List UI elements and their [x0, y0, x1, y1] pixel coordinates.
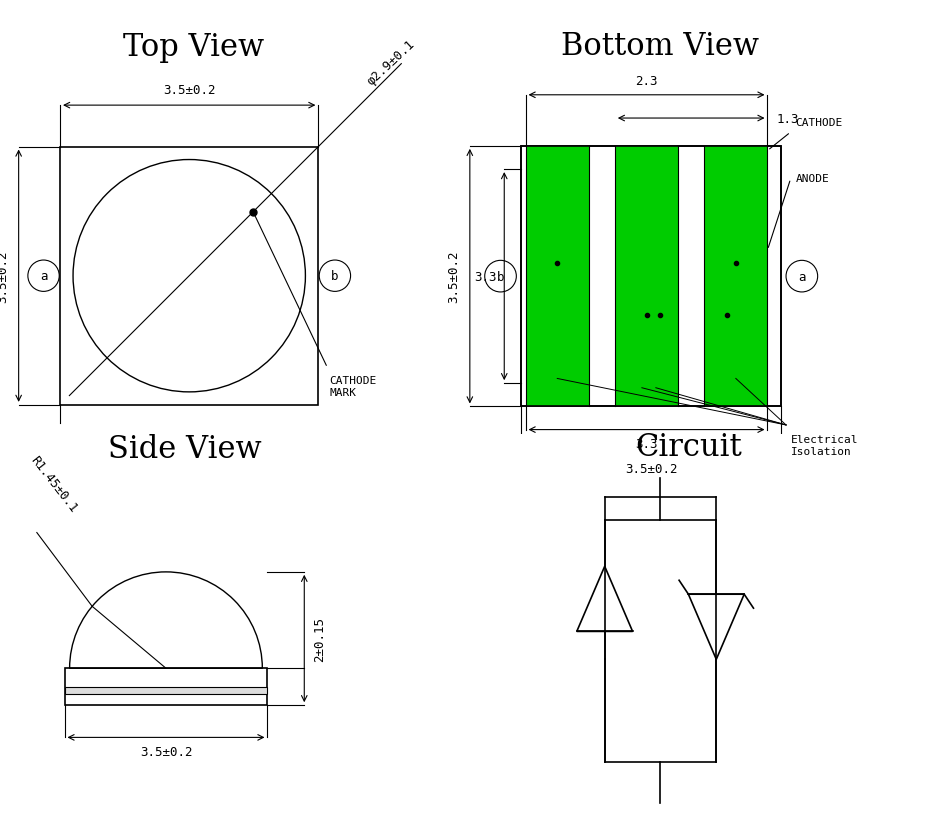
Text: Side View: Side View	[108, 434, 261, 465]
Text: 3.5±0.2: 3.5±0.2	[163, 84, 216, 97]
Text: b: b	[497, 270, 505, 283]
Text: 3.5±0.2: 3.5±0.2	[140, 745, 192, 758]
Bar	[615, 147, 678, 407]
Text: CATHODE
MARK: CATHODE MARK	[329, 376, 376, 397]
Text: 2±0.15: 2±0.15	[313, 616, 326, 661]
Text: 3.5±0.2: 3.5±0.2	[625, 462, 677, 476]
Text: Electrical
Isolation: Electrical Isolation	[790, 435, 858, 456]
Bar	[704, 147, 768, 407]
Text: Top View: Top View	[124, 33, 264, 64]
Bar	[64, 687, 268, 694]
Text: R1.45±0.1: R1.45±0.1	[27, 453, 79, 514]
Text: 1.3: 1.3	[777, 112, 800, 125]
Text: 3.5±0.2: 3.5±0.2	[0, 250, 9, 303]
Text: 2.3: 2.3	[636, 75, 658, 89]
Text: 3.5±0.2: 3.5±0.2	[448, 251, 460, 303]
Text: a: a	[798, 270, 805, 283]
Text: b: b	[331, 270, 339, 283]
Text: ANODE: ANODE	[795, 174, 829, 184]
Text: CATHODE: CATHODE	[795, 118, 843, 128]
Text: φ2.9±0.1: φ2.9±0.1	[364, 38, 417, 88]
Bar	[521, 147, 782, 407]
Text: 3.3: 3.3	[636, 437, 658, 451]
Bar	[60, 147, 319, 405]
Text: Circuit: Circuit	[635, 432, 742, 463]
Bar	[525, 147, 588, 407]
Text: 3.3: 3.3	[474, 270, 497, 283]
Bar	[521, 147, 782, 407]
Text: Bottom View: Bottom View	[561, 31, 759, 62]
Bar	[64, 669, 268, 706]
Text: a: a	[40, 270, 47, 283]
